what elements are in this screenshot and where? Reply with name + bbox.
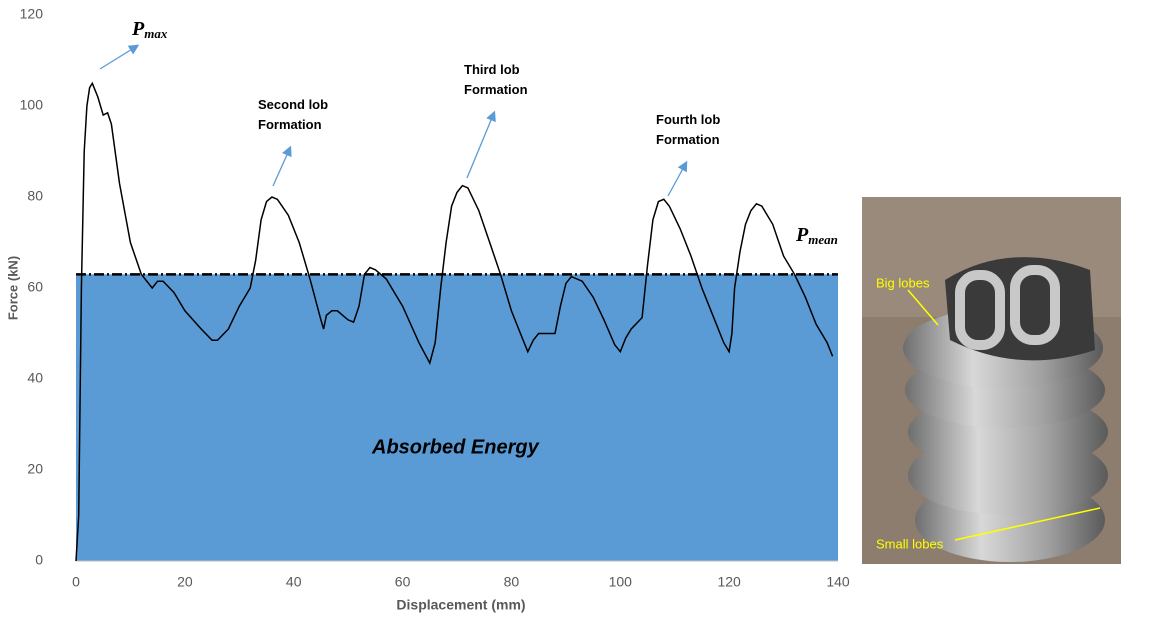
x-tick-label: 100	[609, 574, 633, 590]
x-tick-label: 20	[177, 574, 193, 590]
y-tick-label: 80	[27, 188, 43, 204]
fill-label: Absorbed Energy	[371, 436, 540, 458]
y-axis-title: Force (kN)	[5, 256, 20, 320]
y-tick-label: 20	[27, 461, 43, 477]
max-label: Pmax	[131, 18, 168, 41]
photo-label: Big lobes	[876, 275, 930, 290]
y-tick-label: 120	[20, 6, 44, 22]
y-tick-label: 40	[27, 370, 43, 386]
photo: Big lobes Small lobes	[862, 197, 1121, 564]
x-tick-label: 40	[286, 574, 302, 590]
x-tick-label: 60	[395, 574, 411, 590]
mean-label: Pmean	[795, 224, 838, 247]
photo-label: Small lobes	[876, 536, 944, 551]
x-tick-label: 140	[826, 574, 850, 590]
x-tick-label: 120	[717, 574, 741, 590]
y-tick-label: 100	[20, 97, 44, 113]
y-tick-label: 0	[35, 552, 43, 568]
chart: 0 20 40 60 80 100 120 140 0 20 40 60 80 100 120 Displa…	[0, 0, 1158, 624]
arrows	[100, 46, 686, 196]
y-tick-label: 60	[27, 279, 43, 295]
x-axis-title: Displacement (mm)	[396, 597, 525, 613]
x-tick-label: 80	[504, 574, 520, 590]
x-tick-label: 0	[72, 574, 80, 590]
